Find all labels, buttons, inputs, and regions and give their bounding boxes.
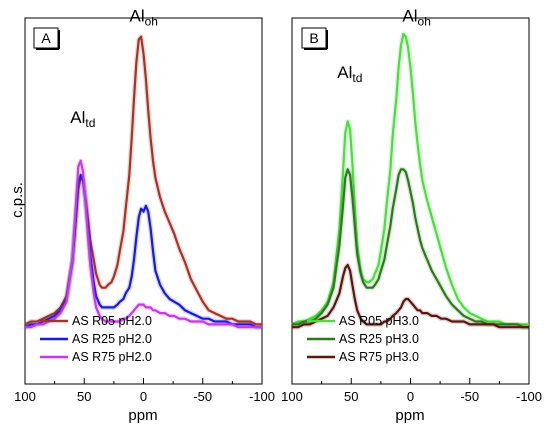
legend-b: AS R05 pH3.0 AS R25 pH3.0 AS R75 pH3.0 <box>307 314 419 364</box>
peak-label-b-0: Altd <box>337 63 362 85</box>
x-tick-label-a-4: -100 <box>249 389 275 404</box>
panel-a: c.p.s. A 100 50 0 -50 -100 Altd Aloh AS R05 p… <box>9 6 275 424</box>
legend-a: AS R05 pH2.0 AS R25 pH2.0 AS R75 pH2.0 <box>40 314 152 364</box>
x-tick-label-b-1: 50 <box>344 389 358 404</box>
x-tick-label-b-3: -50 <box>460 389 479 404</box>
legend-label-b-0: AS R05 pH3.0 <box>339 314 419 328</box>
panel-letter-box-a: A <box>33 27 60 50</box>
peak-label-b-1: Aloh <box>402 6 430 28</box>
series-line-a-2 <box>25 159 262 329</box>
x-tick-label-a-0: 100 <box>14 389 36 404</box>
legend-label-a-2: AS R75 pH2.0 <box>72 350 152 364</box>
x-axis-label-b: ppm <box>395 407 424 424</box>
legend-label-a-0: AS R05 pH2.0 <box>72 314 152 328</box>
peak-label-a-0: Altd <box>70 108 95 130</box>
panel-letter-b: B <box>309 30 318 46</box>
y-axis-label-a: c.p.s. <box>9 182 26 218</box>
x-tick-label-a-3: -50 <box>193 389 212 404</box>
curves-a <box>23 34 262 330</box>
x-tick-label-a-1: 50 <box>77 389 91 404</box>
x-axis-label-a: ppm <box>128 407 157 424</box>
series-line-b-0 <box>291 32 529 326</box>
panel-letter-box-b: B <box>301 27 328 50</box>
legend-label-b-1: AS R25 pH3.0 <box>339 332 419 346</box>
legend-label-b-2: AS R75 pH3.0 <box>339 350 419 364</box>
series-glow-a-0 <box>23 34 262 327</box>
series-line-b-1 <box>292 168 529 329</box>
x-tick-label-b-4: -100 <box>516 389 542 404</box>
x-tick-label-b-2: 0 <box>407 389 414 404</box>
x-ticks-a: 100 50 0 -50 -100 <box>14 378 275 404</box>
x-ticks-b: 100 50 0 -50 -100 <box>281 378 542 404</box>
peak-label-a-1: Aloh <box>130 6 158 28</box>
curves-b <box>290 31 529 330</box>
series-line-b-2 <box>292 264 529 329</box>
panel-letter-a: A <box>41 30 51 46</box>
x-tick-label-b-0: 100 <box>281 389 303 404</box>
legend-label-a-1: AS R25 pH2.0 <box>72 332 152 346</box>
x-tick-label-a-2: 0 <box>140 389 147 404</box>
